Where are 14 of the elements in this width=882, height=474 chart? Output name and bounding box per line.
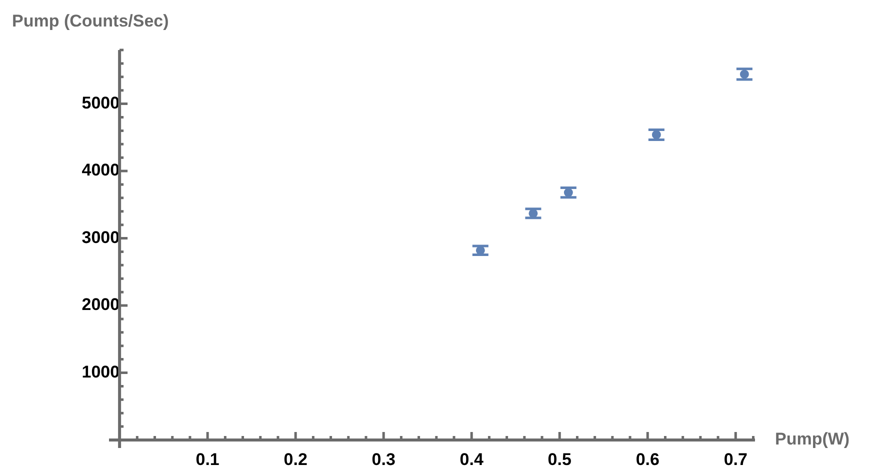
x-tick-label: 0.2 [284,450,308,469]
y-axis-title: Pump (Counts/Sec) [12,12,169,31]
x-tick-label: 0.4 [460,450,484,469]
x-axis-title: Pump(W) [775,430,850,449]
x-tick-label: 0.1 [196,450,220,469]
y-tick-label: 3000 [82,228,120,247]
y-tick-label: 1000 [82,362,120,382]
x-tick-label: 0.5 [548,450,572,469]
x-tick-label: 0.7 [724,450,748,469]
y-tick-label: 5000 [82,93,120,112]
y-tick-label: 2000 [82,295,120,314]
y-tick-label: 4000 [82,160,120,180]
x-tick-label: 0.3 [372,450,396,469]
x-tick-label: 0.6 [636,450,660,469]
